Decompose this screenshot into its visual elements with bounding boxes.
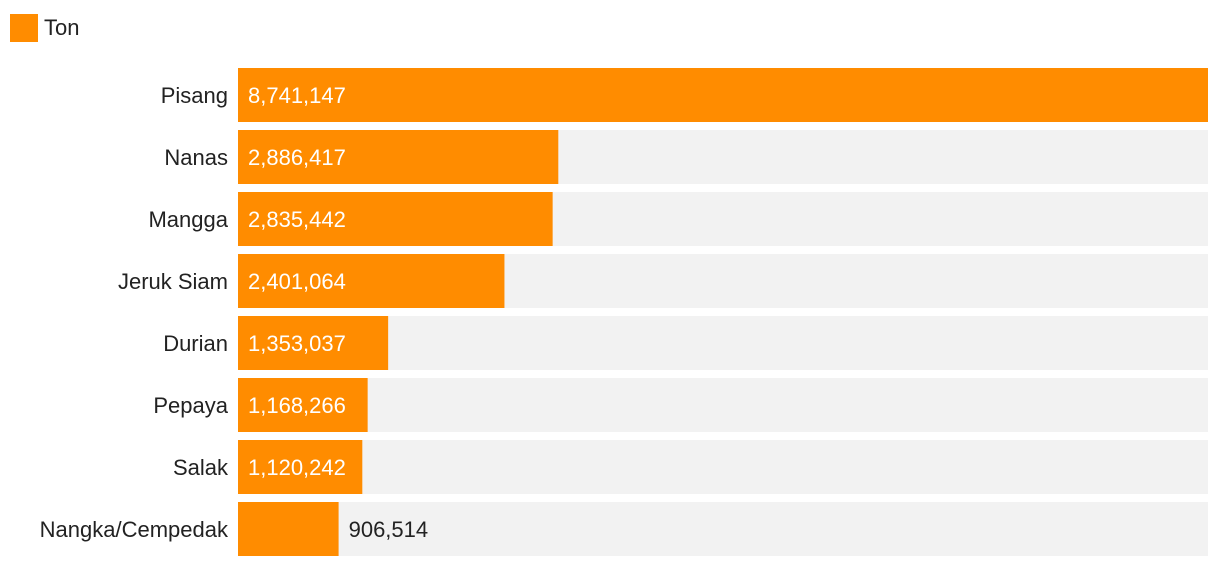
bar-track	[238, 378, 1208, 432]
bar-row: Durian 1,353,037	[163, 316, 1208, 370]
category-label: Nangka/Cempedak	[40, 517, 229, 542]
bar-row: Salak 1,120,242	[173, 440, 1208, 494]
value-label: 1,120,242	[248, 455, 346, 480]
category-label: Durian	[163, 331, 228, 356]
bar	[238, 316, 389, 370]
legend-label: Ton	[44, 15, 79, 40]
bar-row: Jeruk Siam 2,401,064	[118, 254, 1208, 308]
bar-rows: Pisang 8,741,147 Nanas 2,886,417 Mangga 2,835…	[40, 68, 1208, 556]
category-label: Nanas	[164, 145, 228, 170]
bar	[238, 192, 553, 246]
legend: Ton	[10, 14, 79, 42]
value-label: 1,353,037	[248, 331, 346, 356]
bar	[238, 254, 505, 308]
bar-track	[238, 502, 1208, 556]
legend-swatch	[10, 14, 38, 42]
value-label: 2,835,442	[248, 207, 346, 232]
category-label: Salak	[173, 455, 229, 480]
value-label: 2,401,064	[248, 269, 346, 294]
bar	[238, 440, 363, 494]
bar	[238, 68, 1208, 122]
bar	[238, 502, 339, 556]
category-label: Mangga	[148, 207, 228, 232]
value-label: 8,741,147	[248, 83, 346, 108]
category-label: Jeruk Siam	[118, 269, 228, 294]
value-label: 1,168,266	[248, 393, 346, 418]
bar-row: Nanas 2,886,417	[164, 130, 1208, 184]
bar-track	[238, 440, 1208, 494]
bar-row: Pepaya 1,168,266	[153, 378, 1208, 432]
bar	[238, 378, 368, 432]
bar-row: Mangga 2,835,442	[148, 192, 1208, 246]
value-label: 2,886,417	[248, 145, 346, 170]
bar	[238, 130, 559, 184]
value-label: 906,514	[349, 517, 429, 542]
category-label: Pepaya	[153, 393, 228, 418]
category-label: Pisang	[161, 83, 228, 108]
bar-track	[238, 316, 1208, 370]
bar-row: Pisang 8,741,147	[161, 68, 1208, 122]
bar-row: Nangka/Cempedak 906,514	[40, 502, 1208, 556]
